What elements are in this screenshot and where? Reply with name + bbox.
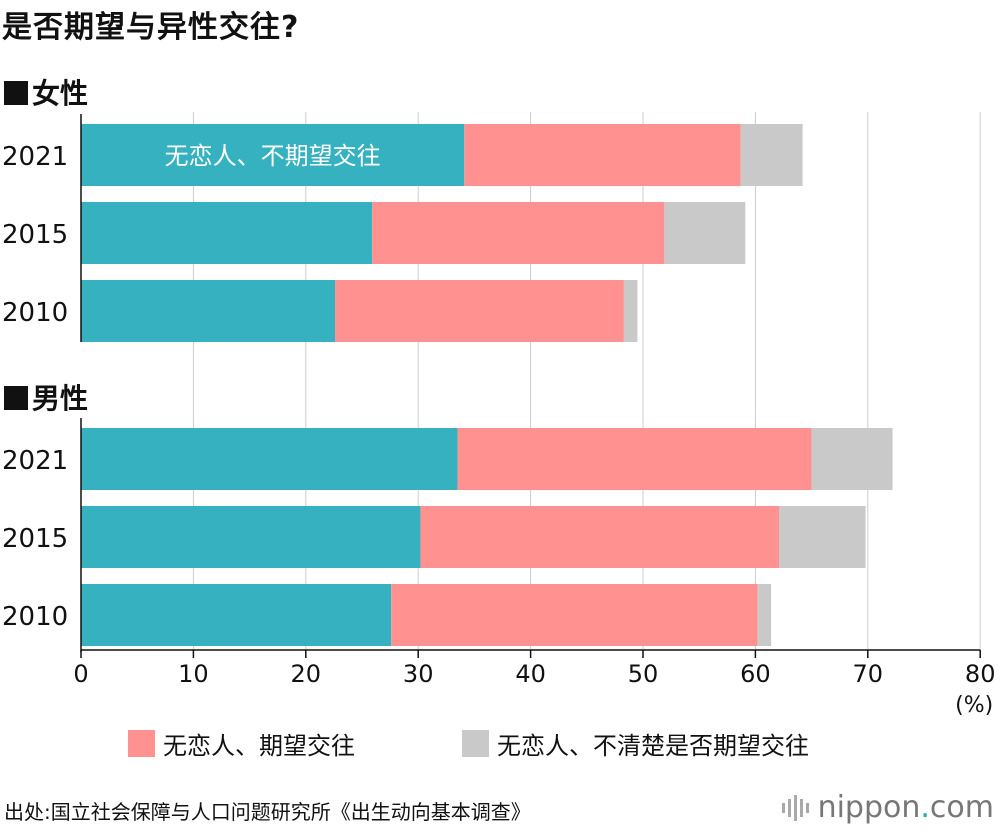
chart-title: 是否期望与异性交往? bbox=[2, 10, 300, 45]
nippon-logo: nippon. com bbox=[781, 790, 994, 825]
legend-item-unsure: 无恋人、不清楚是否期望交往 bbox=[462, 726, 809, 761]
group-label-female: 女性 bbox=[4, 72, 88, 112]
year-tick-label: 2010 bbox=[2, 298, 68, 328]
bar-segment bbox=[420, 506, 780, 568]
bar-segment bbox=[391, 584, 758, 646]
bar-segment bbox=[623, 280, 638, 342]
bar-segment bbox=[464, 124, 741, 186]
x-axis-unit-label: (%) bbox=[955, 693, 993, 718]
bar-segment bbox=[81, 506, 421, 568]
source-note: 出处:国立社会保障与人口问题研究所《出生动向基本调查》 bbox=[4, 800, 531, 824]
x-tick-label: 70 bbox=[853, 660, 884, 688]
logo-suffix: com bbox=[929, 790, 994, 825]
logo-dot: . bbox=[920, 790, 930, 825]
bar-segment bbox=[81, 428, 458, 490]
logo-name: nippon bbox=[817, 790, 921, 825]
x-tick-label: 80 bbox=[965, 660, 996, 688]
legend-label-unsure: 无恋人、不清楚是否期望交往 bbox=[497, 732, 809, 760]
square-bullet-icon bbox=[4, 81, 28, 105]
x-tick-label: 20 bbox=[291, 660, 322, 688]
year-tick-label: 2015 bbox=[2, 524, 68, 554]
bar-segment bbox=[81, 584, 392, 646]
x-tick-label: 30 bbox=[403, 660, 434, 688]
bar-segment bbox=[457, 428, 812, 490]
stacked-bar-chart: 2021 2015 2010 2021 2015 2010 无恋人、不期望交往 0 10 20 30… bbox=[2, 112, 996, 718]
bar-segment bbox=[81, 280, 336, 342]
year-tick-label: 2021 bbox=[2, 446, 68, 476]
bar-segment bbox=[81, 202, 373, 264]
legend-swatch-wish bbox=[128, 730, 155, 757]
bar-segment bbox=[757, 584, 772, 646]
x-tick-label: 60 bbox=[740, 660, 771, 688]
bar-segment bbox=[372, 202, 665, 264]
x-tick-label: 40 bbox=[515, 660, 546, 688]
legend-label-wish: 无恋人、期望交往 bbox=[163, 732, 355, 760]
bar-segment bbox=[664, 202, 746, 264]
year-tick-label: 2021 bbox=[2, 142, 68, 172]
year-tick-label: 2010 bbox=[2, 602, 68, 632]
legend-item-wish: 无恋人、期望交往 bbox=[128, 726, 355, 761]
x-tick-label: 0 bbox=[73, 660, 88, 688]
x-tick-label: 50 bbox=[628, 660, 659, 688]
group-label-male-text: 男性 bbox=[32, 382, 89, 415]
bar-segment bbox=[335, 280, 624, 342]
bar-segment bbox=[740, 124, 803, 186]
square-bullet-icon bbox=[4, 386, 28, 410]
logo-bars-icon bbox=[781, 794, 812, 821]
bar-segment bbox=[811, 428, 893, 490]
legend-swatch-unsure bbox=[462, 730, 489, 757]
bar-segment bbox=[779, 506, 866, 568]
group-label-female-text: 女性 bbox=[32, 77, 89, 110]
bar-segment bbox=[81, 124, 465, 186]
year-tick-label: 2015 bbox=[2, 220, 68, 250]
inline-series-label: 无恋人、不期望交往 bbox=[165, 142, 381, 170]
x-tick-label: 10 bbox=[178, 660, 209, 688]
group-label-male: 男性 bbox=[4, 377, 88, 417]
